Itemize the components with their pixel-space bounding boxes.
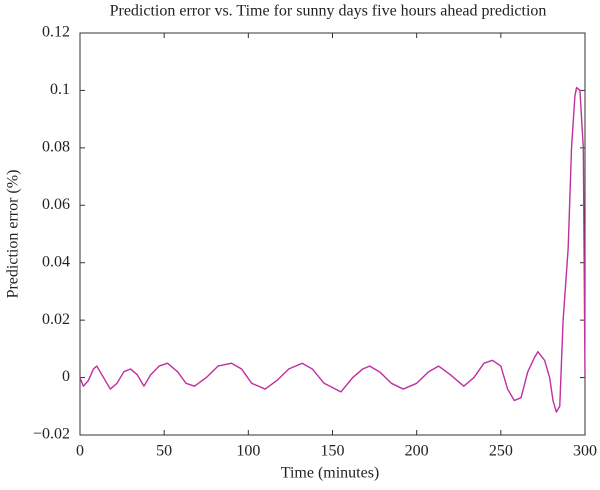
x-axis-label: Time (minutes)	[281, 465, 380, 482]
x-tick-label: 150	[321, 443, 345, 460]
x-tick-label: 100	[236, 443, 260, 460]
y-tick-label: 0.02	[42, 311, 70, 328]
data-line	[79, 86, 586, 413]
y-tick-label: 0.12	[42, 24, 70, 41]
x-tick-label: 250	[489, 443, 513, 460]
y-tick-label: 0.08	[42, 139, 70, 156]
plot-frame	[79, 32, 586, 436]
y-tick-label: 0.06	[42, 196, 70, 213]
y-axis-label: Prediction error (%)	[5, 170, 22, 299]
x-tick-label: 200	[405, 443, 429, 460]
chart-title: Prediction error vs. Time for sunny days…	[110, 3, 547, 20]
x-tick-label: 300	[573, 443, 597, 460]
x-tick-label: 0	[76, 443, 84, 460]
x-tick-label: 50	[156, 443, 172, 460]
y-tick-label: −0.02	[33, 426, 70, 443]
y-tick-label: 0.1	[50, 81, 70, 98]
y-tick-label: 0.04	[42, 253, 70, 270]
y-tick-label: 0	[62, 368, 70, 385]
